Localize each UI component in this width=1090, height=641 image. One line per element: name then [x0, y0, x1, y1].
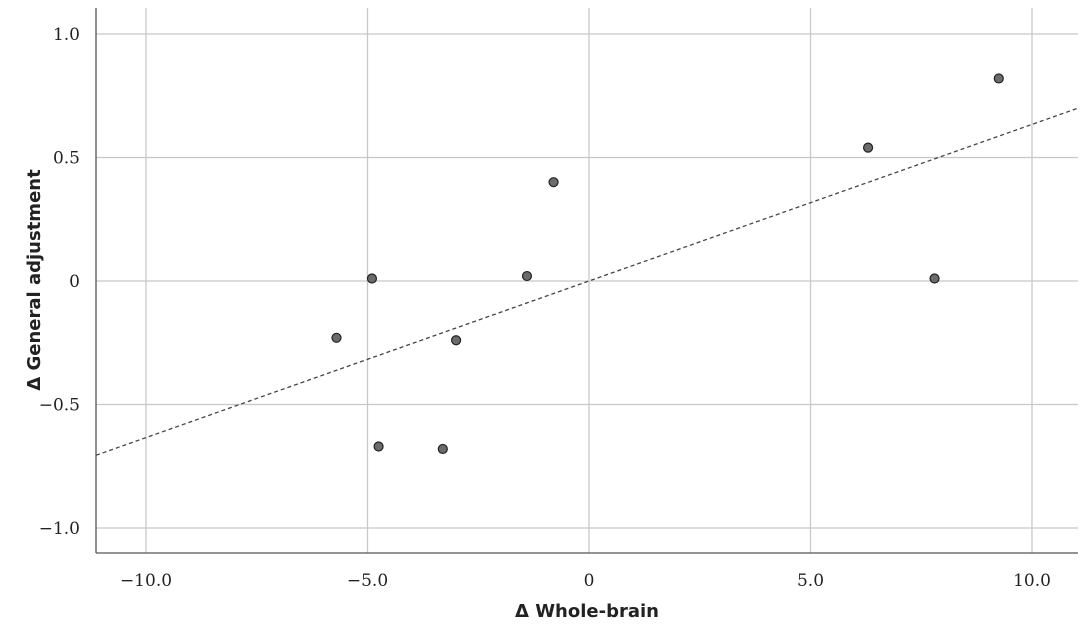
data-point — [521, 270, 533, 282]
fit-line-group — [95, 107, 1079, 456]
x-tick-label: 10.0 — [1013, 571, 1051, 591]
y-tick-label: −0.5 — [39, 396, 80, 416]
data-point — [862, 142, 874, 153]
data-points — [331, 73, 1004, 455]
y-tick-label: 0 — [69, 272, 80, 292]
data-point — [331, 332, 342, 343]
x-tick-label: 5.0 — [797, 571, 824, 591]
x-tick-label: −10.0 — [120, 571, 172, 591]
data-point — [373, 441, 384, 452]
y-gridlines — [96, 33, 1078, 529]
y-tick-label: −1.0 — [39, 519, 80, 539]
x-tick-label: 0 — [584, 571, 595, 591]
data-point — [366, 273, 378, 284]
data-point — [993, 73, 1004, 84]
x-axis-title: Δ Whole-brain — [515, 601, 659, 622]
y-axis-title: Δ General adjustment — [24, 169, 45, 391]
y-tick-label: 1.0 — [53, 25, 80, 45]
data-point — [929, 273, 940, 284]
data-point — [437, 443, 448, 455]
x-tick-labels: −10.0 −5.0 0 5.0 10.0 — [120, 571, 1051, 591]
x-tick-label: −5.0 — [347, 571, 388, 591]
fit-line — [95, 107, 1079, 456]
axes — [95, 8, 1078, 554]
data-point — [548, 177, 559, 188]
y-tick-labels: −1.0 −0.5 0 0.5 1.0 — [39, 25, 80, 539]
y-tick-label: 0.5 — [53, 149, 80, 169]
data-point — [451, 335, 462, 346]
